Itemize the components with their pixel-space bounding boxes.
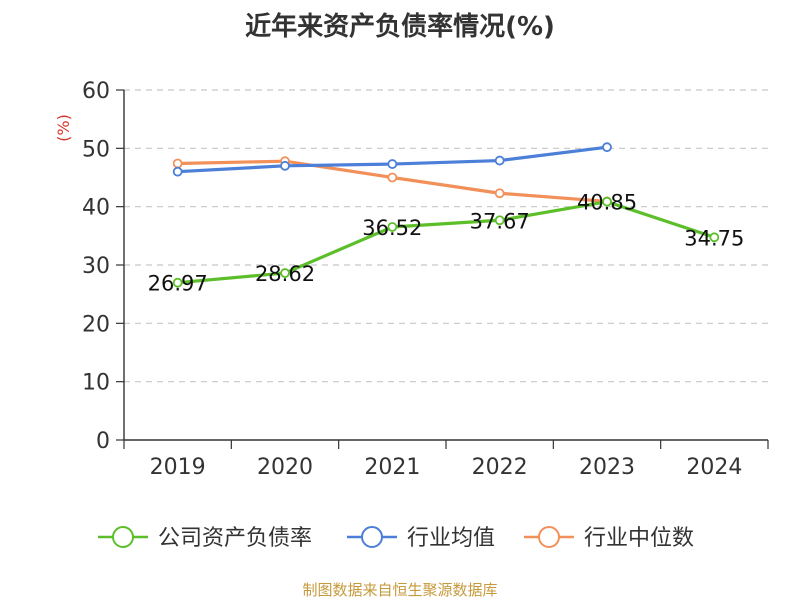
- x-tick-label: 2024: [686, 455, 742, 480]
- data-point: [494, 215, 505, 226]
- data-label: 36.52: [362, 216, 422, 240]
- data-label: 37.67: [470, 209, 530, 233]
- data-point: [494, 155, 505, 166]
- series-line: [176, 200, 716, 285]
- data-label: 40.85: [577, 191, 637, 215]
- data-point: [602, 142, 612, 153]
- axes: 0 10 20 30 40 50 60 (%) 2019 2020 2021 2022 2023 2024: [54, 79, 769, 480]
- x-tick-label: 2020: [257, 455, 313, 480]
- x-tick-label: 2021: [364, 455, 420, 480]
- data-point: [280, 160, 290, 171]
- y-tick-label: 50: [82, 137, 110, 162]
- source-note: 制图数据来自恒生聚源数据库: [302, 581, 498, 599]
- legend-label: 行业中位数: [584, 526, 694, 551]
- legend-swatch-marker: [361, 526, 383, 548]
- x-tick-label: 2023: [579, 455, 635, 480]
- legend: 公司资产负债率 行业均值 行业中位数: [98, 526, 694, 551]
- y-tick-label: 30: [82, 254, 110, 279]
- data-point: [387, 172, 398, 183]
- y-tick-label: 40: [82, 196, 110, 221]
- data-label: 28.62: [255, 262, 315, 286]
- data-labels: 26.97 28.62 36.52 37.67 40.85 34.75: [148, 191, 745, 296]
- y-tick-label: 10: [82, 371, 110, 396]
- data-point: [172, 166, 183, 177]
- gridlines: [124, 89, 768, 383]
- series-lines: [172, 142, 720, 288]
- data-label: 34.75: [684, 226, 744, 250]
- y-tick-label: 0: [96, 429, 110, 454]
- data-point: [494, 188, 505, 199]
- data-point: [709, 232, 720, 243]
- legend-swatch-marker: [538, 526, 560, 548]
- y-tick-label: 20: [82, 312, 110, 337]
- data-point: [387, 159, 398, 169]
- x-tick-label: 2019: [150, 455, 206, 480]
- y-tick-label: 60: [82, 79, 110, 104]
- legend-label: 公司资产负债率: [158, 526, 312, 551]
- chart-title: 近年来资产负债率情况(%): [245, 12, 555, 42]
- y-axis-unit: (%): [54, 114, 73, 142]
- data-label: 26.97: [148, 272, 208, 296]
- x-tick-label: 2022: [472, 455, 528, 480]
- data-point: [602, 196, 612, 207]
- data-point: [280, 268, 290, 278]
- legend-swatch-marker: [112, 526, 134, 548]
- legend-label: 行业均值: [407, 526, 495, 551]
- data-point: [172, 158, 183, 169]
- data-point: [172, 277, 183, 288]
- data-point: [387, 222, 398, 232]
